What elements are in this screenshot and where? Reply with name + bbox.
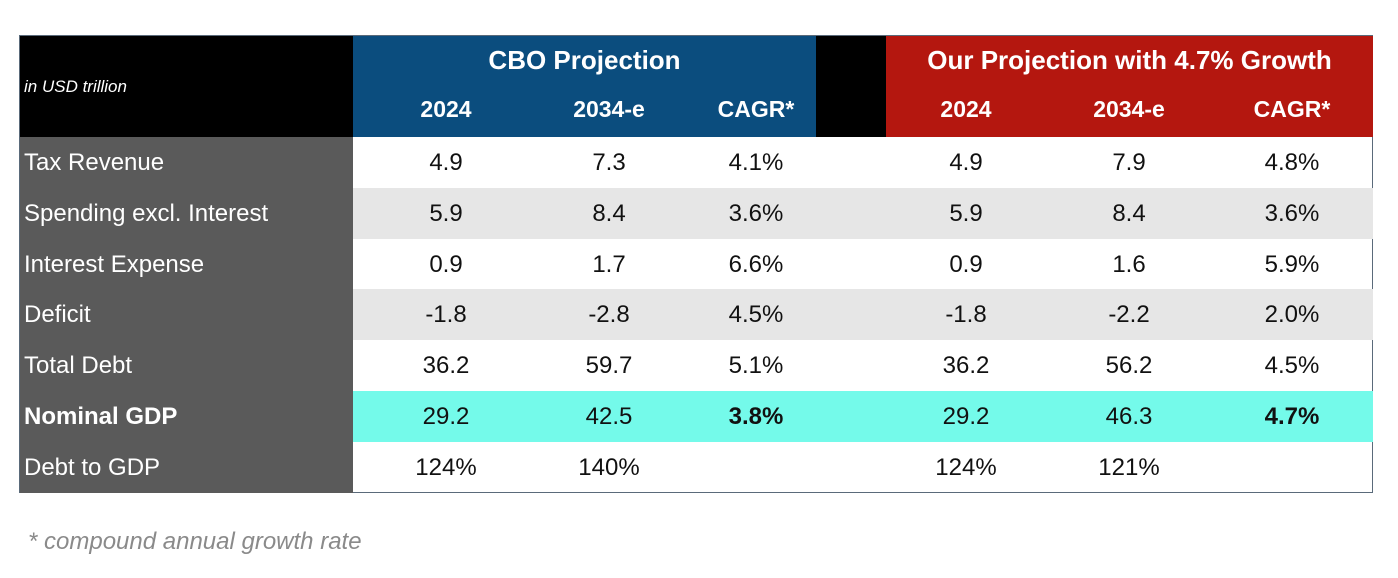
ours-2034-cell: 56.2 bbox=[1105, 352, 1153, 379]
cbo-2034-cell: 42.5 bbox=[585, 403, 633, 430]
ours-2024-cell: 5.9 bbox=[949, 200, 983, 227]
units-label: in USD trillion bbox=[24, 77, 127, 96]
cbo-cagr-cell: 3.6% bbox=[728, 200, 784, 227]
cbo-cagr-cell: 4.5% bbox=[728, 301, 784, 328]
cbo-header: CBO Projection 2024 2034-e CAGR* bbox=[353, 36, 816, 137]
cbo-cagr-cell: 5.1% bbox=[728, 352, 784, 379]
cbo-cagr-cell: 4.1% bbox=[728, 149, 784, 176]
row-label: Spending excl. Interest bbox=[24, 200, 269, 227]
ours-cagr-cell: 2.0% bbox=[1264, 301, 1320, 328]
cbo-2034-cell: -2.8 bbox=[588, 301, 630, 328]
ours-2034-cell: 8.4 bbox=[1112, 200, 1146, 227]
table-row: 0.9 1.7 6.6% 0.9 1.6 5.9% bbox=[353, 239, 1373, 290]
cbo-2034-cell: 59.7 bbox=[585, 352, 633, 379]
ours-2034-cell: -2.2 bbox=[1108, 301, 1150, 328]
ours-2024-cell: 4.9 bbox=[949, 149, 983, 176]
cbo-2034-cell: 1.7 bbox=[592, 251, 626, 278]
table-row: 36.2 59.7 5.1% 36.2 56.2 4.5% bbox=[353, 340, 1373, 391]
ours-cagr-cell: 4.7% bbox=[1264, 403, 1320, 430]
cbo-2024-cell: 29.2 bbox=[422, 403, 470, 430]
cbo-cagr-cell: 6.6% bbox=[728, 251, 784, 278]
cbo-2024-cell: 5.9 bbox=[429, 200, 463, 227]
cbo-2034-cell: 8.4 bbox=[592, 200, 626, 227]
row-label: Tax Revenue bbox=[24, 149, 165, 176]
row-label: Debt to GDP bbox=[24, 454, 161, 481]
ours-2034-cell: 121% bbox=[1098, 454, 1160, 481]
ours-2024-cell: -1.8 bbox=[945, 301, 987, 328]
row-label: Nominal GDP bbox=[24, 403, 178, 430]
cbo-2034-cell: 7.3 bbox=[592, 149, 626, 176]
row-label: Interest Expense bbox=[24, 251, 205, 278]
ours-cagr-cell: 3.6% bbox=[1264, 200, 1320, 227]
table-row: 5.9 8.4 3.6% 5.9 8.4 3.6% bbox=[353, 188, 1373, 239]
ours-col-2024: 2024 bbox=[940, 96, 992, 122]
header-gap-cell bbox=[816, 36, 886, 137]
ours-2034-cell: 46.3 bbox=[1105, 403, 1153, 430]
table-row: 4.9 7.3 4.1% 4.9 7.9 4.8% bbox=[353, 137, 1373, 188]
ours-2024-cell: 0.9 bbox=[949, 251, 983, 278]
ours-cagr-cell: 5.9% bbox=[1264, 251, 1320, 278]
ours-header: Our Projection with 4.7% Growth 2024 203… bbox=[886, 36, 1373, 137]
cbo-col-2034: 2034-e bbox=[573, 96, 645, 122]
cbo-2034-cell: 140% bbox=[578, 454, 640, 481]
cbo-group-title: CBO Projection bbox=[488, 45, 681, 75]
ours-group-title: Our Projection with 4.7% Growth bbox=[927, 45, 1332, 75]
cbo-2024-cell: -1.8 bbox=[425, 301, 467, 328]
ours-2024-cell: 29.2 bbox=[942, 403, 990, 430]
table-row-highlighted: 29.2 42.5 3.8% 29.2 46.3 4.7% bbox=[353, 391, 1373, 442]
cbo-2024-cell: 36.2 bbox=[422, 352, 470, 379]
cbo-2024-cell: 124% bbox=[415, 454, 477, 481]
cbo-cagr-cell: 3.8% bbox=[728, 403, 784, 430]
ours-2024-cell: 124% bbox=[935, 454, 997, 481]
ours-2034-cell: 1.6 bbox=[1112, 251, 1146, 278]
header-units-cell: in USD trillion bbox=[20, 36, 353, 137]
row-label: Deficit bbox=[24, 301, 91, 328]
cbo-col-2024: 2024 bbox=[420, 96, 472, 122]
ours-2024-cell: 36.2 bbox=[942, 352, 990, 379]
projection-table: in USD trillion CBO Projection 2024 2034… bbox=[19, 35, 1373, 493]
table-row: -1.8 -2.8 4.5% -1.8 -2.2 2.0% bbox=[353, 289, 1373, 340]
table-row: 124% 140% 124% 121% bbox=[353, 442, 1373, 493]
cbo-2024-cell: 0.9 bbox=[429, 251, 463, 278]
row-label-column: Tax Revenue Spending excl. Interest Inte… bbox=[20, 137, 353, 493]
ours-col-cagr: CAGR* bbox=[1253, 96, 1331, 122]
footnote: * compound annual growth rate bbox=[28, 528, 362, 555]
ours-cagr-cell: 4.5% bbox=[1264, 352, 1320, 379]
ours-2034-cell: 7.9 bbox=[1112, 149, 1146, 176]
row-label: Total Debt bbox=[24, 352, 133, 379]
cbo-col-cagr: CAGR* bbox=[717, 96, 795, 122]
cbo-2024-cell: 4.9 bbox=[429, 149, 463, 176]
ours-cagr-cell: 4.8% bbox=[1264, 149, 1320, 176]
ours-col-2034: 2034-e bbox=[1093, 96, 1165, 122]
